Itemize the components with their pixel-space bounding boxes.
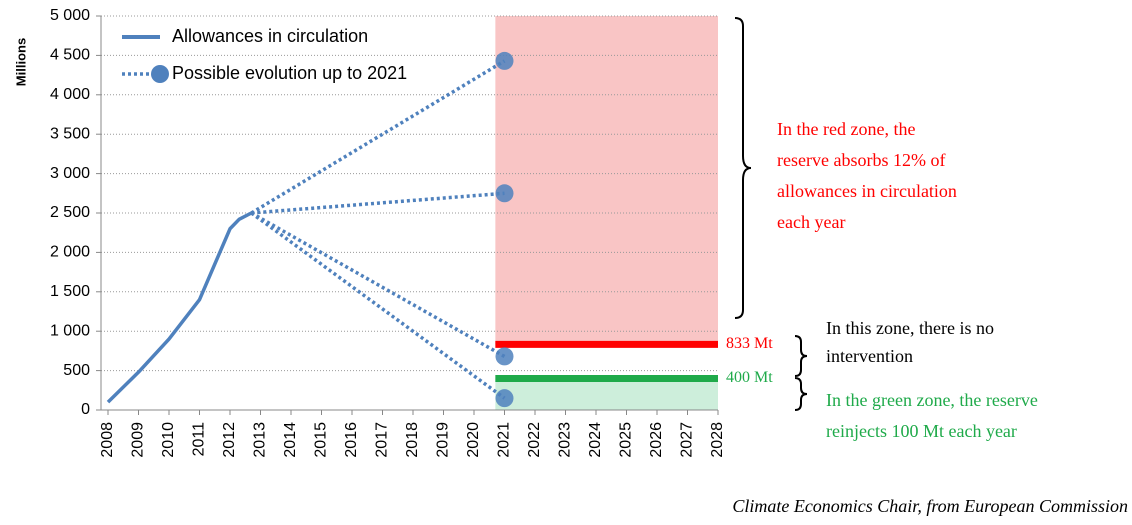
x-tick-label: 2015 (313, 422, 330, 458)
zone (495, 16, 718, 345)
brace (734, 17, 752, 319)
scenario-point (495, 184, 514, 203)
annotation: In this zone, there is no (826, 318, 994, 338)
threshold-label: 400 Mt (726, 369, 773, 386)
y-tick-label: 2 000 (50, 244, 90, 261)
x-tick-label: 2018 (404, 422, 421, 458)
scenario-line (250, 211, 506, 400)
scenario-point (495, 389, 514, 408)
scenario-point (495, 347, 514, 366)
threshold-label: 833 Mt (726, 335, 773, 352)
x-tick-label: 2024 (587, 422, 604, 458)
x-tick-label: 2017 (374, 422, 391, 458)
x-tick-label: 2028 (709, 422, 726, 458)
y-tick-label: 3 500 (50, 125, 90, 142)
x-tick-label: 2019 (435, 422, 452, 458)
x-tick-label: 2010 (160, 422, 177, 458)
x-tick-label: 2013 (252, 422, 269, 458)
annotation: In the red zone, the (777, 119, 915, 139)
source: Climate Economics Chair, from European C… (732, 496, 1128, 516)
x-tick-label: 2009 (130, 422, 147, 458)
x-tick-label: 2008 (99, 422, 116, 458)
scenario-point (495, 51, 514, 70)
brace (794, 377, 808, 411)
y-tick-label: 2 500 (50, 204, 90, 221)
x-tick-label: 2016 (343, 422, 360, 458)
x-tick-label: 2026 (648, 422, 665, 458)
x-tick-label: 2020 (465, 422, 482, 458)
x-tick-label: 2014 (282, 422, 299, 458)
y-axis-label: Millions (13, 38, 28, 86)
line (106, 211, 253, 404)
x-tick-label: 2025 (618, 422, 635, 458)
y-tick-label: 4 000 (50, 86, 90, 103)
scenario-line (251, 191, 505, 215)
y-tick-label: 500 (63, 362, 90, 379)
x-tick-label: 2022 (526, 422, 543, 458)
y-tick-label: 5 000 (50, 7, 90, 24)
legend-label: Possible evolution up to 2021 (172, 63, 407, 83)
annotation: reserve absorbs 12% of (777, 150, 945, 170)
y-tick-label: 1 500 (50, 283, 90, 300)
y-tick-label: 4 500 (50, 47, 90, 64)
annotation: In the green zone, the reserve (826, 390, 1038, 410)
annotation: each year (777, 212, 845, 232)
scenario-line (250, 59, 506, 215)
y-tick-label: 1 000 (50, 322, 90, 339)
y-tick-label: 3 000 (50, 165, 90, 182)
annotation: reinjects 100 Mt each year (826, 421, 1017, 441)
scenario-line (250, 211, 506, 358)
annotation: allowances in circulation (777, 181, 957, 201)
x-tick-label: 2012 (221, 422, 238, 458)
x-tick-label: 2027 (679, 422, 696, 458)
legend-label: Allowances in circulation (172, 26, 368, 46)
x-tick-label: 2023 (557, 422, 574, 458)
x-tick-label: 2011 (191, 422, 208, 457)
legend-swatch (151, 65, 169, 83)
annotation: intervention (826, 346, 913, 366)
x-tick-label: 2021 (496, 422, 513, 458)
y-tick-label: 0 (81, 401, 90, 418)
brace (794, 335, 808, 377)
zone (495, 378, 718, 410)
